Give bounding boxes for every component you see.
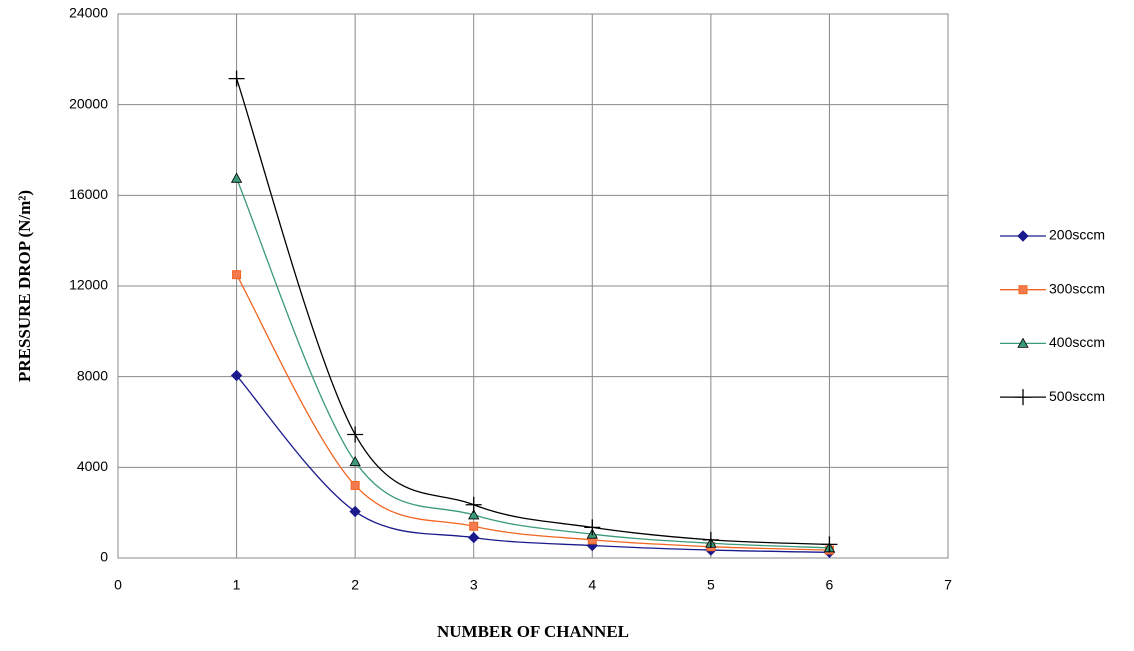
marker [702, 531, 719, 548]
legend-marker [1017, 337, 1029, 348]
plot-border [117, 13, 949, 559]
marker [230, 369, 243, 382]
marker [232, 270, 242, 280]
x-axis-title: NUMBER OF CHANNEL [437, 622, 629, 641]
legend-marker [1015, 389, 1031, 406]
legend-label: 500sccm [1049, 388, 1105, 404]
marker [228, 70, 245, 87]
marker [821, 536, 838, 553]
legend-marker [1017, 230, 1029, 242]
y-tick-label: 20000 [69, 95, 108, 111]
y-tick-label: 24000 [69, 5, 108, 21]
x-tick-label: 1 [233, 577, 241, 593]
x-tick-label: 6 [826, 577, 834, 593]
x-tick-label: 2 [351, 577, 359, 593]
y-tick-label: 0 [100, 549, 108, 565]
marker [584, 519, 601, 536]
marker [347, 426, 364, 443]
y-tick-label: 4000 [77, 458, 108, 474]
marker [468, 531, 480, 544]
y-axis-title: PRESSURE DROP (N/m²) [15, 190, 34, 382]
y-tick-label: 8000 [77, 367, 108, 383]
x-tick-label: 0 [114, 577, 122, 593]
marker [469, 521, 479, 531]
legend-label: 200sccm [1049, 227, 1105, 243]
marker [468, 509, 480, 520]
x-tick-label: 7 [944, 577, 952, 593]
legend-label: 400sccm [1049, 334, 1105, 350]
x-tick-label: 4 [588, 577, 596, 593]
y-tick-label: 16000 [69, 186, 108, 202]
marker [349, 505, 361, 518]
x-tick-label: 5 [707, 577, 715, 593]
marker [350, 480, 360, 490]
legend-marker [1018, 285, 1028, 295]
legend-label: 300sccm [1049, 280, 1105, 296]
x-tick-label: 3 [470, 577, 478, 593]
y-tick-label: 12000 [69, 277, 108, 293]
marker [230, 172, 243, 183]
series-line [236, 375, 830, 553]
marker [349, 455, 361, 467]
series-line [236, 274, 830, 551]
marker [465, 496, 482, 513]
series-line [235, 78, 830, 546]
